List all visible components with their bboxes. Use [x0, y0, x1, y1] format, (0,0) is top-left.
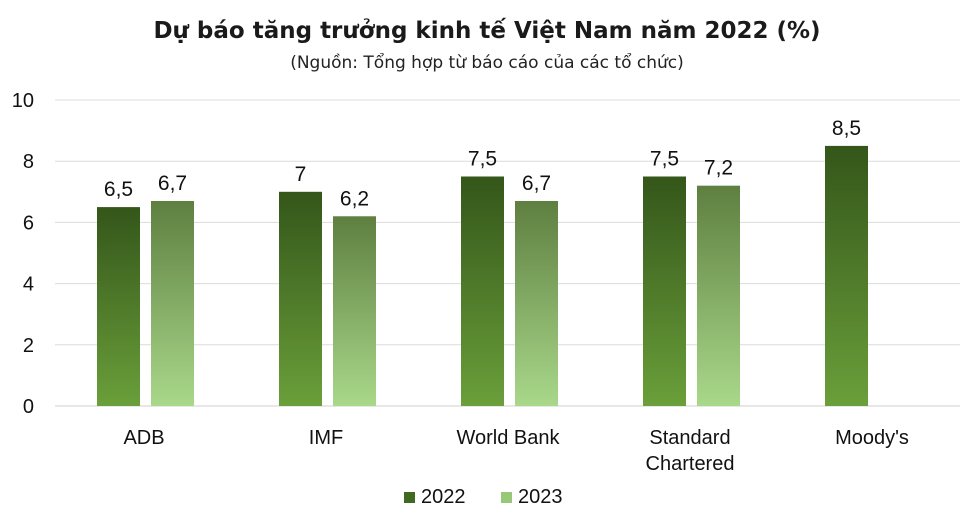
category-label: Standard	[649, 427, 730, 449]
bar-2022	[97, 207, 140, 406]
data-label: 6,7	[158, 172, 187, 195]
data-label: 7	[295, 163, 307, 186]
data-label: 7,2	[704, 157, 733, 180]
data-label: 8,5	[832, 117, 861, 140]
data-label: 6,2	[340, 187, 369, 210]
category-label: IMF	[309, 427, 343, 449]
legend-swatch-2023	[501, 492, 512, 503]
legend-label: 2022	[421, 486, 466, 508]
chart-title: Dự báo tăng trưởng kinh tế Việt Nam năm …	[153, 17, 820, 44]
y-tick-label: 6	[23, 212, 34, 234]
gridlines	[55, 99, 960, 407]
chart-subtitle: (Nguồn: Tổng hợp từ báo cáo của các tổ c…	[290, 52, 684, 73]
y-tick-label: 0	[23, 396, 34, 418]
bar-2023	[697, 185, 740, 406]
bar-2022	[643, 176, 686, 406]
data-label: 6,7	[522, 172, 551, 195]
legend-label: 2023	[518, 486, 563, 508]
y-tick-label: 10	[12, 90, 34, 112]
y-tick-label: 2	[23, 335, 34, 357]
bar-2023	[151, 200, 194, 406]
data-label: 7,5	[650, 148, 679, 171]
data-label: 6,5	[104, 178, 133, 201]
y-axis-ticks: 0 2 4 6 8 10	[12, 90, 34, 418]
category-label: Moody's	[835, 427, 909, 449]
bars	[97, 145, 868, 406]
y-tick-label: 4	[23, 274, 34, 296]
data-label: 7,5	[468, 148, 497, 171]
bar-2023	[333, 216, 376, 406]
bar-2022	[825, 145, 868, 406]
category-label: Chartered	[646, 453, 735, 475]
data-labels: 6,5 6,7 7 6,2 7,5 6,7 7,5 7,2 8,5	[104, 117, 861, 210]
bar-2022	[461, 176, 504, 406]
legend: 2022 2023	[404, 486, 563, 508]
bar-2022	[279, 191, 322, 406]
category-label: ADB	[123, 427, 164, 449]
legend-swatch-2022	[404, 492, 415, 503]
y-tick-label: 8	[23, 151, 34, 173]
category-labels: ADB IMF World Bank Standard Chartered Moody's	[123, 427, 908, 475]
category-label: World Bank	[456, 427, 560, 449]
bar-2023	[515, 200, 558, 406]
